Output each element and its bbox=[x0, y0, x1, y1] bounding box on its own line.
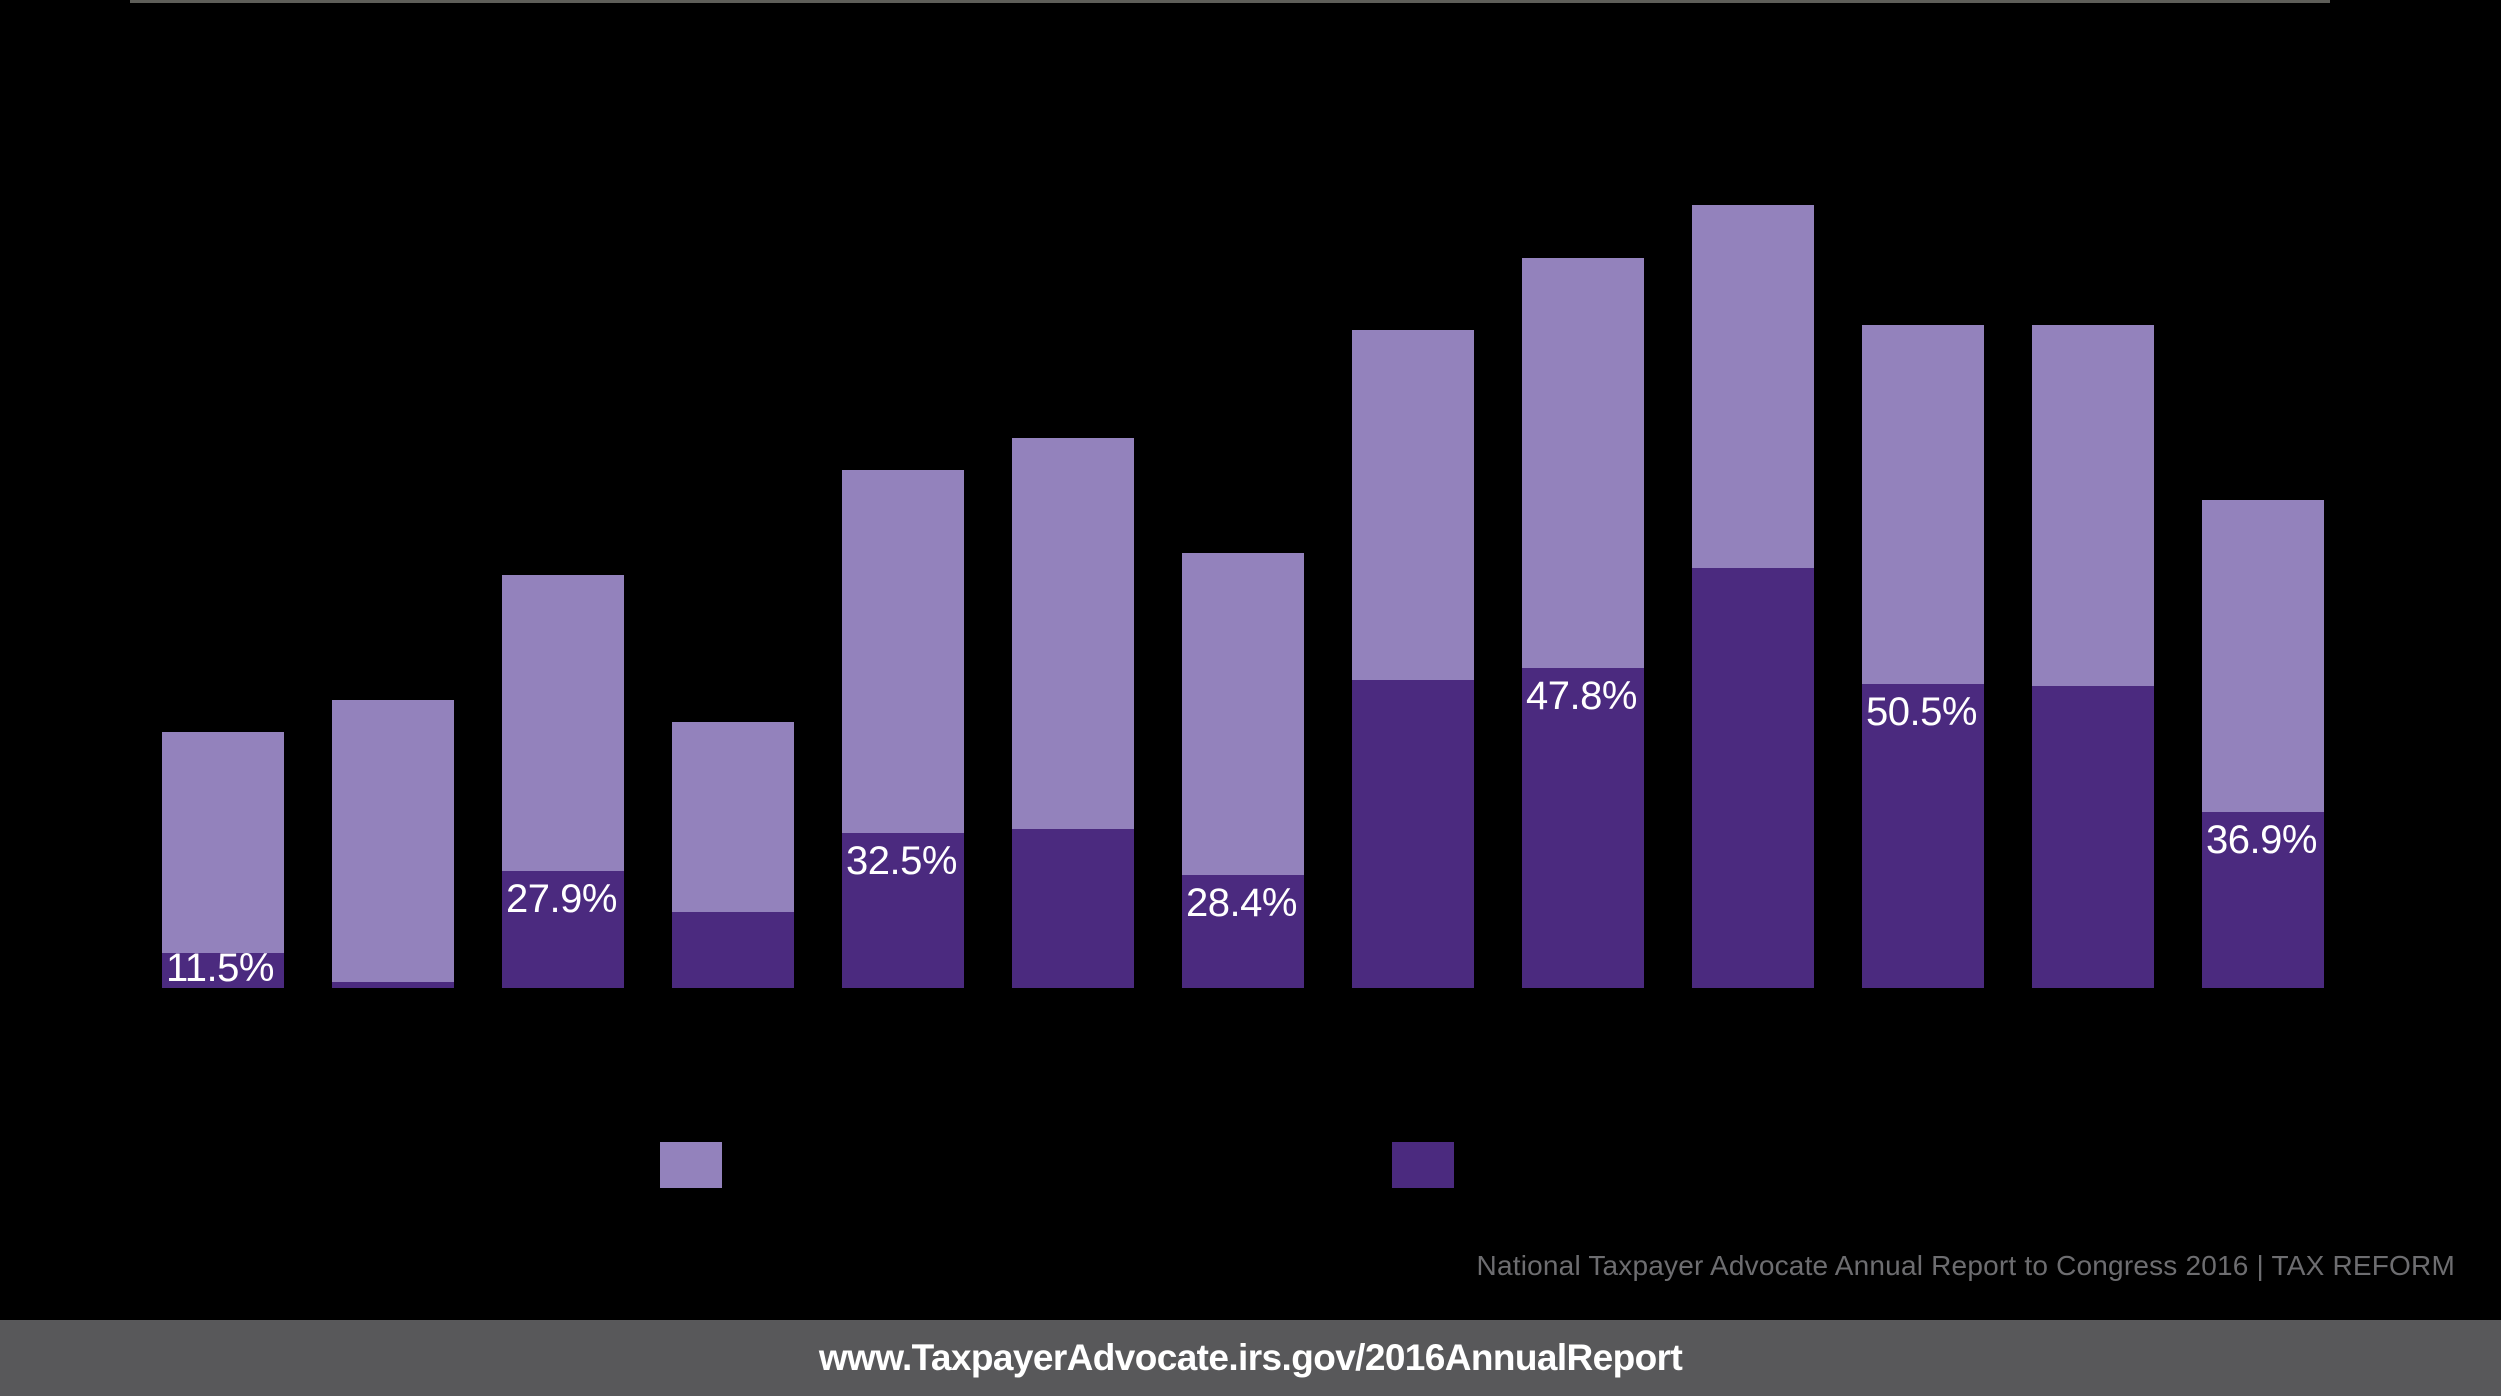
bar-column[interactable] bbox=[2032, 325, 2154, 988]
bar-column[interactable] bbox=[332, 700, 454, 988]
bar-segment-upper[interactable] bbox=[502, 575, 624, 871]
bar-segment-lower[interactable] bbox=[332, 982, 454, 988]
bar-segment-upper[interactable] bbox=[1692, 205, 1814, 568]
bar-column[interactable] bbox=[1352, 330, 1474, 988]
bar-segment-lower[interactable] bbox=[1862, 684, 1984, 988]
bar-column[interactable]: 32.5% bbox=[842, 470, 964, 988]
bar-column[interactable]: 11.5% bbox=[162, 732, 284, 988]
bar-segment-lower[interactable] bbox=[1692, 568, 1814, 988]
bar-column[interactable]: 36.9% bbox=[2202, 500, 2324, 988]
bar-segment-upper[interactable] bbox=[2032, 325, 2154, 686]
bar-segment-upper[interactable] bbox=[1352, 330, 1474, 680]
bar-segment-upper[interactable] bbox=[2202, 500, 2324, 812]
bar-segment-upper[interactable] bbox=[1522, 258, 1644, 668]
legend-swatch-lower-icon bbox=[1392, 1142, 1454, 1188]
bar-segment-upper[interactable] bbox=[332, 700, 454, 982]
bar-segment-upper[interactable] bbox=[1182, 553, 1304, 875]
bar-value-label: 28.4% bbox=[1186, 881, 1297, 925]
bottom-banner: www.TaxpayerAdvocate.irs.gov/2016AnnualR… bbox=[0, 1320, 2501, 1396]
bar-value-label: 32.5% bbox=[846, 839, 957, 883]
bar-segment-lower[interactable] bbox=[162, 953, 284, 988]
source-note: National Taxpayer Advocate Annual Report… bbox=[1476, 1250, 2455, 1281]
bar-column[interactable] bbox=[1692, 205, 1814, 988]
bar-column[interactable] bbox=[672, 722, 794, 988]
chart-legend bbox=[0, 1142, 2501, 1202]
legend-item-upper[interactable] bbox=[660, 1142, 740, 1188]
bar-value-label: 47.8% bbox=[1526, 674, 1637, 718]
bar-column[interactable]: 27.9% bbox=[502, 575, 624, 988]
legend-swatch-upper-icon bbox=[660, 1142, 722, 1188]
bar-value-label: 36.9% bbox=[2206, 818, 2317, 862]
bar-segment-upper[interactable] bbox=[162, 732, 284, 953]
bar-value-label: 50.5% bbox=[1866, 690, 1977, 734]
bar-segment-lower[interactable] bbox=[502, 871, 624, 988]
bar-segment-upper[interactable] bbox=[842, 470, 964, 833]
bar-segment-lower[interactable] bbox=[1012, 829, 1134, 988]
bar-value-label: 11.5% bbox=[166, 946, 274, 990]
bar-column[interactable]: 47.8% bbox=[1522, 258, 1644, 988]
bar-column[interactable]: 28.4% bbox=[1182, 553, 1304, 988]
chart-plot-area: 11.5% 27.9% 32.5% 28.4% 47.8% 50.5% 36.9% bbox=[130, 0, 2330, 988]
bar-segment-lower[interactable] bbox=[1352, 680, 1474, 988]
report-url-link[interactable]: www.TaxpayerAdvocate.irs.gov/2016AnnualR… bbox=[818, 1337, 1683, 1378]
bar-segment-lower[interactable] bbox=[1522, 668, 1644, 988]
legend-item-lower[interactable] bbox=[1392, 1142, 1472, 1188]
bar-column[interactable] bbox=[1012, 438, 1134, 988]
bar-segment-upper[interactable] bbox=[672, 722, 794, 912]
bar-segment-upper[interactable] bbox=[1862, 325, 1984, 684]
bar-segment-lower[interactable] bbox=[672, 912, 794, 988]
bar-segment-upper[interactable] bbox=[1012, 438, 1134, 829]
bar-column[interactable]: 50.5% bbox=[1862, 325, 1984, 988]
bar-segment-lower[interactable] bbox=[1182, 875, 1304, 988]
bar-value-label: 27.9% bbox=[506, 877, 617, 921]
bar-segment-lower[interactable] bbox=[842, 833, 964, 988]
bar-segment-lower[interactable] bbox=[2032, 686, 2154, 988]
bar-segment-lower[interactable] bbox=[2202, 812, 2324, 988]
x-axis-line bbox=[130, 0, 2330, 3]
